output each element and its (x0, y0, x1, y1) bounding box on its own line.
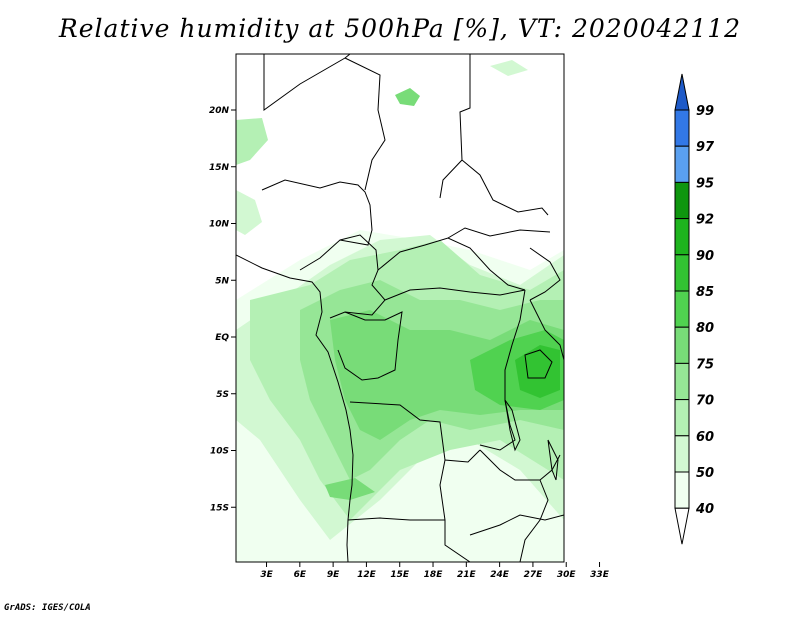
border-libya-egypt (439, 54, 471, 199)
colorbar-label: 60 (696, 430, 714, 445)
colorbar-segment (674, 471, 690, 509)
colorbar-label: 95 (696, 176, 714, 191)
colorbar-segment (674, 145, 690, 183)
colorbar-segment (674, 109, 690, 147)
lake-tanganyika (504, 399, 521, 452)
lon-tick-label: 9E (327, 570, 340, 580)
border-chad-sudan (461, 159, 549, 216)
border-namibia (347, 517, 445, 521)
colorbar-upper-triangle (674, 73, 690, 111)
colorbar-label: 75 (696, 357, 714, 372)
colorbar-segment (674, 326, 690, 364)
rh-patch-north (236, 118, 268, 165)
border-drc-angola (349, 401, 481, 463)
border-cameroon (329, 234, 386, 319)
colorbar-segment (674, 362, 690, 401)
border-ssudan-ethiopia (529, 247, 561, 301)
colorbar-segment (674, 181, 690, 220)
colorbar-segment (674, 399, 690, 437)
lat-tick-label: 10S (210, 447, 229, 457)
map-title: Relative humidity at 500hPa [%], VT: 202… (58, 14, 742, 43)
lake-victoria (524, 349, 553, 379)
colorbar-segment (674, 435, 690, 473)
rh-patch-northwest (236, 190, 262, 235)
lat-tick-label: 15S (210, 503, 229, 513)
border-car-drc (384, 287, 526, 301)
colorbar-segment (674, 218, 690, 256)
border-tanzania (529, 299, 564, 361)
border-algeria-libya (263, 54, 351, 111)
longitude-axis: 3E 6E 9E 12E 15E 18E 21E 24E 27E 30E 33E (260, 562, 610, 580)
border-zambia-malawi (479, 449, 561, 481)
lon-tick-label: 24E (490, 570, 510, 580)
border-nigeria (261, 179, 373, 271)
colorbar-label: 70 (696, 394, 714, 409)
grads-credit: GrADS: IGES/COLA (4, 603, 91, 613)
rh-patch-ne (490, 60, 528, 76)
lon-tick-label: 15E (390, 570, 410, 580)
colorbar-segment (674, 290, 690, 328)
lat-tick-label: 15N (209, 163, 230, 173)
colorbar-label: 90 (696, 249, 714, 264)
colorbar-label: 92 (696, 213, 714, 228)
lat-tick-label: 5S (216, 390, 229, 400)
colorbar-label: 99 (696, 104, 714, 119)
lon-tick-label: 30E (557, 570, 577, 580)
colorbar-label: 80 (696, 321, 714, 336)
lon-tick-label: 33E (590, 570, 610, 580)
lon-tick-label: 6E (294, 570, 307, 580)
colorbar-label: 85 (696, 285, 714, 300)
latitude-axis: 20N 15N 10N 5N EQ 5S 10S 15S (209, 106, 236, 513)
lon-tick-label: 18E (424, 570, 444, 580)
lon-tick-label: 3E (260, 570, 273, 580)
colorbar-segment (674, 254, 690, 292)
border-sudan-ssudan (447, 227, 551, 239)
lon-tick-label: 27E (524, 570, 544, 580)
border-mozambique (519, 479, 549, 562)
colorbar: 99 97 95 92 90 85 80 75 70 60 50 40 (674, 73, 715, 545)
colorbar-label: 97 (696, 140, 715, 155)
colorbar-lower-triangle (674, 507, 690, 545)
rh-patch-south (325, 478, 375, 500)
lake-malawi (547, 439, 559, 481)
colorbar-label: 40 (695, 502, 714, 517)
lat-tick-label: 20N (209, 106, 230, 116)
coastline-west (236, 254, 354, 562)
country-borders (236, 54, 564, 562)
border-congo (337, 311, 403, 381)
lat-tick-label: 5N (215, 276, 229, 286)
lon-tick-label: 21E (457, 570, 477, 580)
colorbar-label: 50 (696, 466, 714, 481)
border-zambia-zimbabwe (469, 514, 564, 536)
border-niger-chad (344, 57, 386, 191)
border-car (377, 237, 526, 291)
lat-tick-label: EQ (215, 333, 229, 343)
humidity-shading (236, 60, 564, 562)
rh-patch-sahara (395, 88, 420, 106)
lon-tick-label: 12E (357, 570, 377, 580)
lat-tick-label: 10N (209, 220, 230, 230)
